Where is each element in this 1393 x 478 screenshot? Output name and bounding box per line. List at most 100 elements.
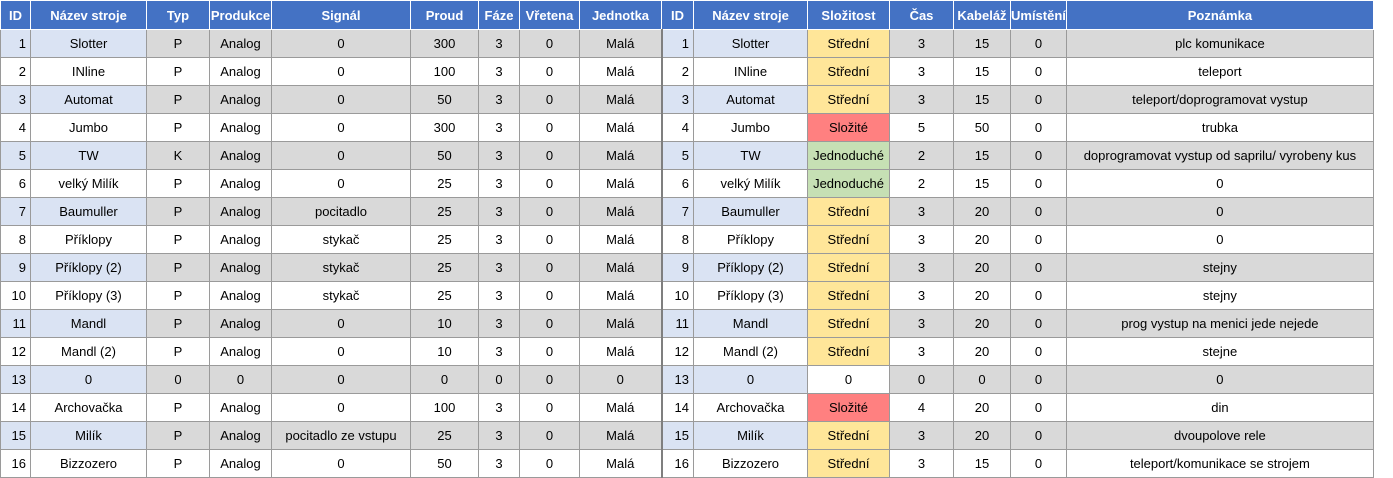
cell-umisteni[interactable]: 0 [1010,253,1067,282]
cell-produkce[interactable]: 0 [209,365,272,394]
cell-id[interactable]: 8 [0,225,31,254]
cell-id[interactable]: 1 [0,29,31,58]
cell-kabelaz[interactable]: 20 [953,225,1011,254]
cell-typ[interactable]: K [146,141,210,170]
cell-vretena[interactable]: 0 [519,281,580,310]
cell-umisteni[interactable]: 0 [1010,393,1067,422]
cell-jednotka[interactable]: Malá [579,113,662,142]
cell-jednotka[interactable]: 0 [579,365,662,394]
cell-faze[interactable]: 3 [478,393,520,422]
cell-produkce[interactable]: Analog [209,449,272,478]
cell-id-2[interactable]: 11 [660,309,694,338]
cell-proud[interactable]: 50 [410,449,479,478]
cell-machine-name[interactable]: Automat [30,85,147,114]
cell-faze[interactable]: 3 [478,449,520,478]
cell-cas[interactable]: 3 [889,85,954,114]
header-cell-jednotka[interactable]: Jednotka [579,0,662,30]
cell-machine-name-2[interactable]: Příklopy [693,225,808,254]
cell-id-2[interactable]: 10 [660,281,694,310]
cell-proud[interactable]: 10 [410,309,479,338]
header-cell-name[interactable]: Název stroje [30,0,147,30]
cell-kabelaz[interactable]: 15 [953,169,1011,198]
cell-produkce[interactable]: Analog [209,393,272,422]
cell-kabelaz[interactable]: 20 [953,281,1011,310]
cell-cas[interactable]: 3 [889,309,954,338]
cell-typ[interactable]: P [146,449,210,478]
cell-jednotka[interactable]: Malá [579,337,662,366]
cell-cas[interactable]: 3 [889,449,954,478]
cell-id[interactable]: 10 [0,281,31,310]
cell-jednotka[interactable]: Malá [579,57,662,86]
cell-machine-name-2[interactable]: Slotter [693,29,808,58]
cell-poznamka[interactable]: stejny [1065,281,1374,310]
cell-typ[interactable]: P [146,57,210,86]
header-cell-id[interactable]: ID [0,0,31,30]
cell-id[interactable]: 14 [0,393,31,422]
cell-typ[interactable]: P [146,225,210,254]
cell-vretena[interactable]: 0 [519,113,580,142]
cell-machine-name[interactable]: Jumbo [30,113,147,142]
cell-slozitost[interactable]: Střední [807,281,890,310]
cell-produkce[interactable]: Analog [209,29,272,58]
cell-typ[interactable]: P [146,169,210,198]
cell-umisteni[interactable]: 0 [1010,225,1067,254]
cell-faze[interactable]: 0 [478,365,520,394]
cell-produkce[interactable]: Analog [209,113,272,142]
cell-faze[interactable]: 3 [478,197,520,226]
cell-typ[interactable]: P [146,281,210,310]
cell-produkce[interactable]: Analog [209,85,272,114]
cell-machine-name-2[interactable]: velký Milík [693,169,808,198]
cell-proud[interactable]: 300 [410,113,479,142]
cell-machine-name[interactable]: Archovačka [30,393,147,422]
cell-signal[interactable]: stykač [271,281,411,310]
cell-vretena[interactable]: 0 [519,421,580,450]
cell-signal[interactable]: 0 [271,113,411,142]
cell-produkce[interactable]: Analog [209,141,272,170]
cell-kabelaz[interactable]: 20 [953,421,1011,450]
cell-id[interactable]: 9 [0,253,31,282]
cell-vretena[interactable]: 0 [519,309,580,338]
cell-typ[interactable]: P [146,309,210,338]
cell-vretena[interactable]: 0 [519,29,580,58]
cell-produkce[interactable]: Analog [209,309,272,338]
cell-signal[interactable]: stykač [271,225,411,254]
cell-id-2[interactable]: 12 [660,337,694,366]
cell-slozitost[interactable]: Střední [807,253,890,282]
cell-vretena[interactable]: 0 [519,85,580,114]
cell-signal[interactable]: pocitadlo ze vstupu [271,421,411,450]
cell-proud[interactable]: 100 [410,57,479,86]
cell-slozitost[interactable]: Složité [807,393,890,422]
cell-id-2[interactable]: 3 [660,85,694,114]
cell-slozitost[interactable]: Jednoduché [807,169,890,198]
cell-machine-name[interactable]: Baumuller [30,197,147,226]
cell-machine-name[interactable]: Mandl [30,309,147,338]
cell-proud[interactable]: 10 [410,337,479,366]
cell-umisteni[interactable]: 0 [1010,57,1067,86]
cell-kabelaz[interactable]: 20 [953,337,1011,366]
cell-cas[interactable]: 3 [889,337,954,366]
cell-machine-name[interactable]: velký Milík [30,169,147,198]
cell-faze[interactable]: 3 [478,253,520,282]
cell-machine-name[interactable]: Bizzozero [30,449,147,478]
cell-vretena[interactable]: 0 [519,169,580,198]
cell-cas[interactable]: 3 [889,57,954,86]
cell-proud[interactable]: 25 [410,169,479,198]
cell-signal[interactable]: 0 [271,169,411,198]
cell-produkce[interactable]: Analog [209,57,272,86]
cell-produkce[interactable]: Analog [209,169,272,198]
cell-poznamka[interactable]: prog vystup na menici jede nejede [1065,309,1374,338]
cell-signal[interactable]: 0 [271,393,411,422]
cell-signal[interactable]: pocitadlo [271,197,411,226]
cell-jednotka[interactable]: Malá [579,449,662,478]
cell-umisteni[interactable]: 0 [1010,141,1067,170]
cell-umisteni[interactable]: 0 [1010,85,1067,114]
cell-poznamka[interactable]: 0 [1065,225,1374,254]
cell-umisteni[interactable]: 0 [1010,421,1067,450]
header-cell-signal[interactable]: Signál [271,0,411,30]
cell-machine-name[interactable]: TW [30,141,147,170]
cell-typ[interactable]: P [146,197,210,226]
cell-slozitost[interactable]: 0 [807,365,890,394]
cell-signal[interactable]: 0 [271,365,411,394]
cell-id-2[interactable]: 15 [660,421,694,450]
cell-cas[interactable]: 3 [889,29,954,58]
